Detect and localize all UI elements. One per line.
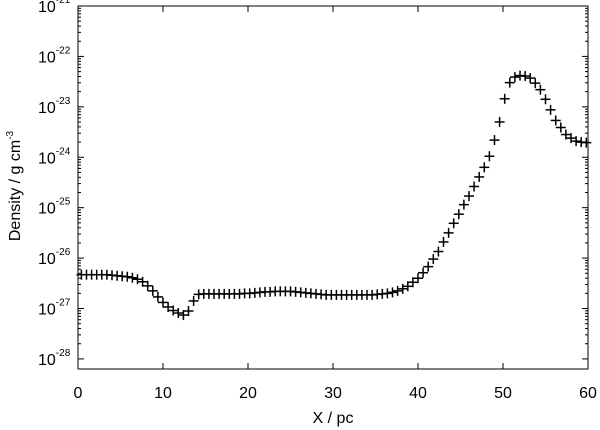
x-tick-label: 50: [494, 385, 512, 402]
data-point-marker: [555, 122, 566, 133]
data-series: [76, 70, 592, 321]
plot-area-frame: [77, 5, 589, 370]
data-point-marker: [458, 199, 469, 210]
data-point-marker: [581, 137, 592, 148]
x-tick-label: 20: [239, 385, 257, 402]
data-point-marker: [469, 181, 480, 192]
x-tick-label: 40: [409, 385, 427, 402]
data-point-marker: [168, 305, 179, 316]
data-point-marker: [397, 283, 408, 294]
data-point-marker: [443, 227, 454, 238]
y-tick-label-exponent: -26: [56, 247, 71, 258]
y-tick-label: 10-28: [38, 348, 71, 369]
x-axis-title: X / pc: [313, 410, 354, 427]
data-point-marker: [535, 84, 546, 95]
y-tick-label-base: 10: [38, 251, 56, 268]
data-point-marker: [402, 281, 413, 292]
data-point-marker: [142, 280, 153, 291]
x-tick-label: 60: [579, 385, 597, 402]
data-point-marker: [387, 287, 398, 298]
y-tick-label-base: 10: [38, 0, 56, 16]
y-axis-title: Density / g cm-3: [5, 130, 24, 241]
data-point-marker: [464, 191, 474, 202]
data-point-marker: [173, 308, 184, 319]
y-tick-label-exponent: -27: [56, 298, 71, 309]
y-tick-label: 10-27: [38, 298, 71, 319]
data-point-marker: [560, 129, 571, 140]
data-point-marker: [158, 297, 168, 308]
data-point-marker: [509, 72, 520, 83]
data-point-marker: [127, 272, 138, 283]
data-point-marker: [423, 261, 434, 272]
data-point-marker: [525, 73, 536, 84]
data-point-marker: [484, 151, 495, 162]
data-point-marker: [137, 276, 148, 287]
y-tick-label-exponent: -25: [56, 197, 71, 208]
y-tick-label-exponent: -23: [56, 96, 71, 107]
y-tick-label: 10-22: [38, 45, 71, 66]
data-point-marker: [392, 285, 403, 296]
y-tick-label-exponent: -22: [56, 45, 71, 56]
data-point-marker: [418, 267, 429, 278]
data-point-marker: [183, 306, 194, 317]
data-point-marker: [382, 288, 393, 299]
data-point-marker: [433, 246, 444, 257]
data-point-marker: [571, 136, 582, 147]
y-tick-label: 10-24: [38, 146, 71, 167]
x-tick-label: 0: [74, 385, 83, 402]
y-tick-label-base: 10: [38, 352, 56, 369]
y-tick-label-base: 10: [38, 49, 56, 66]
y-tick-label-exponent: -24: [56, 146, 71, 157]
data-point-marker: [520, 71, 531, 82]
y-tick-label: 10-23: [38, 96, 71, 117]
y-tick-label: 10-21: [38, 0, 71, 16]
data-point-marker: [545, 104, 556, 115]
x-tick-label: 10: [154, 385, 172, 402]
data-point-marker: [132, 274, 143, 285]
data-point-marker: [152, 291, 163, 302]
data-point-marker: [489, 135, 500, 146]
data-point-marker: [122, 271, 133, 282]
y-tick-label-exponent: -28: [56, 348, 71, 359]
data-point-marker: [448, 218, 459, 229]
data-point-marker: [163, 301, 174, 312]
data-point-marker: [550, 115, 561, 126]
x-tick-label: 30: [324, 385, 342, 402]
y-tick-label: 10-25: [38, 197, 71, 218]
data-point-marker: [504, 77, 515, 88]
y-axis-title-exponent: -3: [5, 130, 16, 139]
data-point-marker: [453, 209, 464, 220]
data-point-marker: [407, 277, 418, 288]
y-tick-label-base: 10: [38, 100, 56, 117]
data-point-marker: [188, 295, 199, 306]
data-point-marker: [566, 133, 576, 144]
x-axis: 0 10 20 30 40 50 60: [74, 6, 597, 402]
data-point-marker: [438, 236, 449, 247]
data-point-marker: [428, 254, 439, 265]
y-tick-label-exponent: -21: [56, 0, 71, 6]
data-point-marker: [413, 273, 423, 284]
data-point-marker: [494, 116, 505, 127]
data-point-marker: [178, 310, 189, 321]
y-tick-label-base: 10: [38, 302, 56, 319]
y-tick-label-base: 10: [38, 150, 56, 167]
y-tick-label-base: 10: [38, 201, 56, 218]
data-point-marker: [530, 78, 541, 89]
data-point-marker: [499, 93, 510, 104]
data-point-marker: [147, 285, 158, 296]
y-tick-label: 10-26: [38, 247, 71, 268]
data-point-marker: [474, 171, 485, 182]
y-axis-title-text: Density / g cm: [7, 140, 24, 241]
data-point-marker: [540, 94, 551, 105]
data-point-marker: [479, 162, 490, 173]
